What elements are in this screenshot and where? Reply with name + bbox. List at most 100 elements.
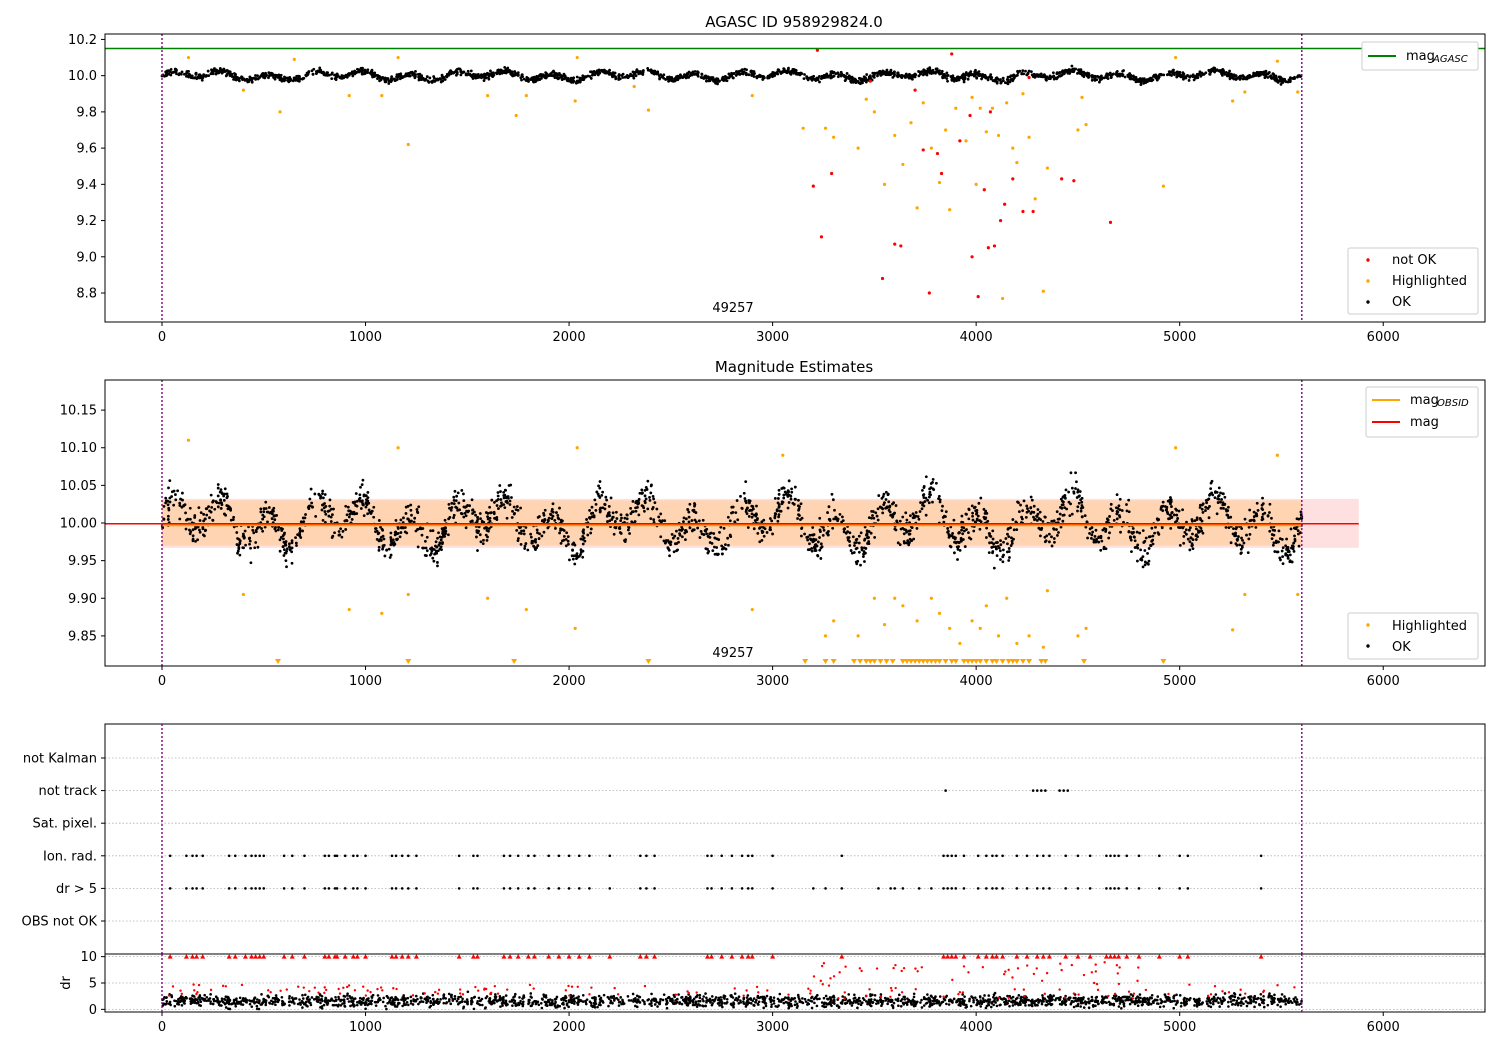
ok-point (382, 537, 386, 541)
ok-point (760, 529, 764, 533)
ok-point (813, 543, 817, 547)
ok-point (1001, 548, 1005, 552)
ok-point (922, 496, 926, 499)
ok-point (941, 515, 945, 519)
flag-point (1186, 887, 1190, 890)
ok-point (952, 518, 956, 522)
ok-point (775, 508, 779, 512)
ok-point (895, 519, 899, 523)
ok-point (712, 78, 715, 82)
below-range-marker (952, 659, 959, 664)
ok-point (885, 68, 889, 72)
ok-point (784, 492, 788, 496)
ok-point (848, 544, 852, 547)
flag-point (303, 887, 306, 890)
ok-point (515, 505, 519, 508)
ok-point (698, 536, 702, 539)
ok-point (167, 506, 171, 510)
ok-point (597, 70, 600, 74)
ok-point (1249, 518, 1253, 522)
ok-point (670, 532, 674, 536)
highlighted-point (901, 162, 905, 167)
ok-point (859, 563, 862, 567)
ok-point (755, 75, 758, 79)
ok-point (1079, 507, 1083, 510)
ok-point (651, 494, 655, 498)
ok-point (990, 541, 994, 545)
ok-point (726, 536, 730, 540)
ok-point (746, 526, 750, 529)
ok-point (1295, 517, 1299, 521)
ok-point (1228, 77, 1232, 81)
flag-point (1158, 854, 1161, 858)
below-range-marker (1026, 659, 1033, 664)
ok-point (581, 535, 585, 538)
ok-point (237, 79, 241, 83)
highlighted-point (573, 626, 577, 630)
ok-point (743, 497, 747, 500)
ok-point (901, 515, 905, 519)
ok-point (522, 77, 526, 81)
ok-point (1161, 500, 1165, 504)
x-tick-label: 5000 (1163, 674, 1196, 689)
ok-point (1142, 82, 1146, 85)
ok-point (793, 485, 797, 489)
ok-point (1039, 534, 1042, 538)
category-label: OBS not OK (22, 915, 98, 930)
ok-point (908, 529, 912, 533)
p1-legend-top: mag AGASC (1361, 41, 1479, 71)
ok-point (1236, 537, 1240, 541)
highlighted-point (901, 604, 905, 608)
ok-point (231, 518, 235, 522)
ok-point (798, 71, 802, 75)
flag-point (991, 887, 994, 890)
ok-point (261, 517, 265, 521)
highlighted-point (954, 106, 958, 110)
ok-point (1137, 78, 1141, 82)
ok-point (828, 517, 832, 521)
ok-point (310, 501, 314, 505)
ok-point (330, 71, 334, 75)
ok-point (1127, 498, 1131, 502)
flag-point (201, 854, 204, 858)
ok-point (480, 519, 484, 523)
ok-point (931, 478, 935, 481)
ok-point (662, 73, 666, 77)
ok-point (390, 75, 394, 79)
ok-point (667, 548, 671, 552)
ok-point (366, 70, 370, 74)
ok-point (1094, 528, 1098, 532)
ok-point (515, 528, 519, 532)
ok-point (498, 69, 501, 73)
ok-point (819, 546, 823, 550)
ok-point (1184, 528, 1188, 532)
ok-point (271, 73, 275, 77)
ok-point (1039, 518, 1043, 522)
ok-point (240, 75, 243, 79)
ok-point (249, 77, 253, 81)
ok-point (320, 508, 324, 512)
ok-point (1260, 515, 1264, 519)
ok-point (965, 528, 968, 531)
category-label: dr > 5 (56, 882, 97, 897)
ok-point (341, 529, 345, 533)
ok-point (693, 70, 697, 73)
ok-point (617, 74, 621, 78)
ok-point (441, 76, 445, 80)
ok-point (720, 552, 724, 556)
ok-point (362, 514, 366, 518)
ok-point (249, 561, 253, 565)
ok-point (1172, 513, 1176, 517)
ok-point (945, 71, 949, 75)
flag-point (1042, 887, 1045, 890)
ok-point (836, 75, 840, 79)
ok-point (1025, 73, 1029, 77)
ok-point (682, 516, 686, 520)
ok-point (493, 501, 496, 504)
ok-point (1224, 71, 1228, 74)
ok-point (1160, 505, 1164, 508)
ok-point (912, 537, 916, 541)
ok-point (891, 502, 894, 506)
ok-point (699, 530, 703, 533)
ok-point (453, 70, 457, 74)
